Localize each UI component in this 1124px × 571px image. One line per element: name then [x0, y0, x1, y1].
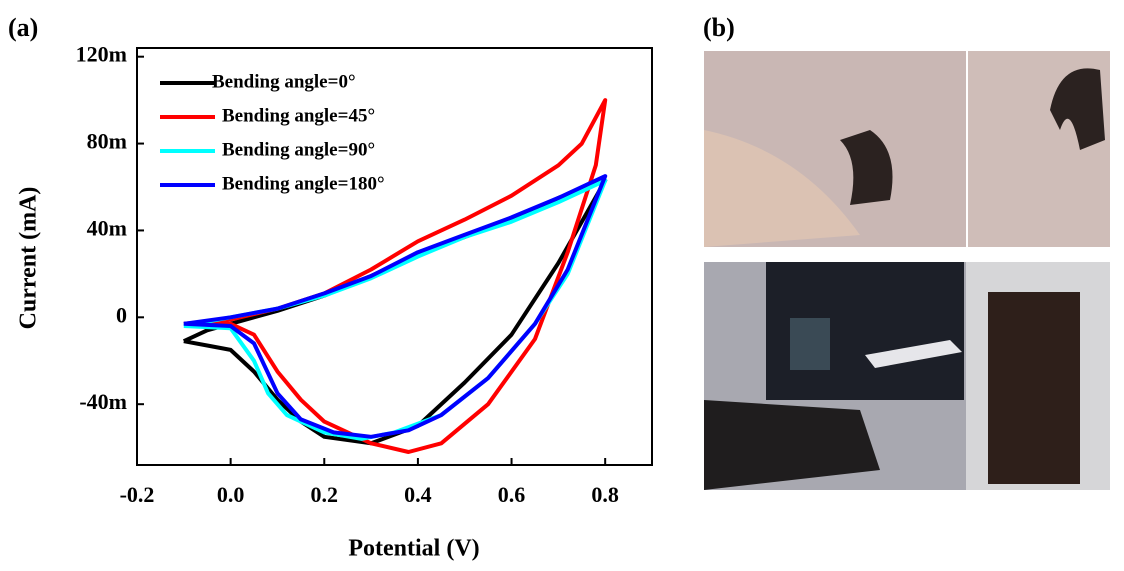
photo-detail	[865, 340, 962, 368]
x-tick-label: -0.2	[120, 482, 155, 507]
cv-curve	[183, 174, 608, 439]
photo-detail	[840, 130, 893, 205]
legend-label: Bending angle=0°	[212, 71, 356, 92]
plot-frame	[136, 47, 653, 466]
x-tick-label: 0.4	[404, 482, 432, 507]
y-axis-label: Current (mA)	[16, 187, 42, 330]
cv-curve	[183, 98, 608, 454]
photo-detail	[790, 318, 830, 370]
legend-label: Bending angle=180°	[222, 173, 385, 194]
x-tick-label: 0.8	[591, 482, 619, 507]
y-tick-label: 120m	[76, 42, 127, 67]
x-tick-label: 0.6	[498, 482, 526, 507]
y-tick-label: 40m	[87, 215, 127, 240]
photo-panel	[704, 51, 1110, 490]
x-tick-label: 0.2	[311, 482, 339, 507]
y-tick-label: -40m	[79, 389, 127, 414]
legend-label: Bending angle=90°	[222, 139, 375, 160]
y-tick-label: 80m	[87, 129, 127, 154]
photo-detail	[704, 400, 880, 490]
panel-label: (a)	[8, 13, 38, 42]
photo-detail	[704, 130, 860, 247]
panel-label: (b)	[703, 13, 735, 42]
photo-detail	[1050, 68, 1105, 150]
legend-label: Bending angle=45°	[222, 105, 375, 126]
x-tick-label: 0.0	[217, 482, 245, 507]
photo-detail	[988, 292, 1080, 484]
x-axis-label: Potential (V)	[348, 536, 479, 562]
y-tick-label: 0	[116, 302, 127, 327]
